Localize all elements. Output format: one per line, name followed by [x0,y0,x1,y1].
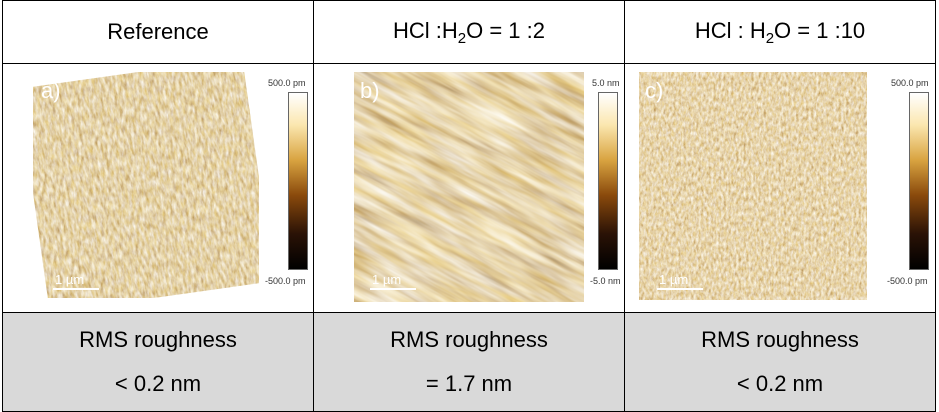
image-cell-a: a) 1 µm 500.0 pm -500.0 pm [2,63,314,313]
header-c-subscript: 2 [765,29,775,47]
colorbar-min-c: -500.0 pm [887,276,928,286]
colorbar-min-a: -500.0 pm [265,276,306,286]
scale-bar-b [370,288,416,290]
header-row: Reference HCl :H2O = 1 :2 HCl : H2O = 1 … [2,0,936,64]
colorbar-b [598,92,618,270]
afm-image-c [639,72,867,300]
header-hcl-1-2: HCl :H2O = 1 :2 [313,0,625,64]
panel-label-a: a) [41,78,61,103]
afm-image-a [33,72,259,298]
header-hcl-1-10: HCl : H2O = 1 :10 [624,0,936,64]
roughness-cell-b: RMS roughness = 1.7 nm [313,312,625,412]
header-b-part2: O = 1 :2 [466,17,545,43]
colorbar-a [288,92,308,270]
roughness-cell-c: RMS roughness < 0.2 nm [624,312,936,412]
rms-label-c: RMS roughness [701,327,859,352]
scale-bar-a [53,288,99,290]
scale-label-c: 1 µm [659,272,689,287]
image-row: a) 1 µm 500.0 pm -500.0 pm [2,63,936,313]
colorbar-max-a: 500.0 pm [268,78,306,88]
colorbar-max-c: 500.0 pm [891,78,929,88]
header-b-subscript: 2 [457,29,467,47]
scale-bar-c [657,288,703,290]
image-cell-b: b) 1 µm 5.0 nm -5.0 nm [313,63,625,313]
header-reference-text: Reference [107,19,209,44]
image-cell-c: c) 1 µm 500.0 pm -500.0 pm [624,63,936,313]
afm-image-b [354,72,584,302]
scale-label-b: 1 µm [372,272,402,287]
rms-value-b: = 1.7 nm [425,371,513,396]
colorbar-c [909,92,929,270]
header-reference: Reference [2,0,314,64]
roughness-cell-a: RMS roughness < 0.2 nm [2,312,314,412]
rms-label-a: RMS roughness [79,327,237,352]
header-c-part2: O = 1 :10 [774,17,866,43]
scale-label-a: 1 µm [55,272,85,287]
colorbar-min-b: -5.0 nm [590,276,621,286]
header-b-part1: HCl :H [392,17,458,43]
panel-label-c: c) [645,78,664,103]
header-c-part1: HCl : H [694,17,766,43]
panel-label-b: b) [360,78,380,103]
rms-value-a: < 0.2 nm [114,371,202,396]
rms-label-b: RMS roughness [390,327,548,352]
rms-value-c: < 0.2 nm [736,371,824,396]
colorbar-max-b: 5.0 nm [592,78,620,88]
roughness-row: RMS roughness < 0.2 nm RMS roughness = 1… [2,312,936,412]
